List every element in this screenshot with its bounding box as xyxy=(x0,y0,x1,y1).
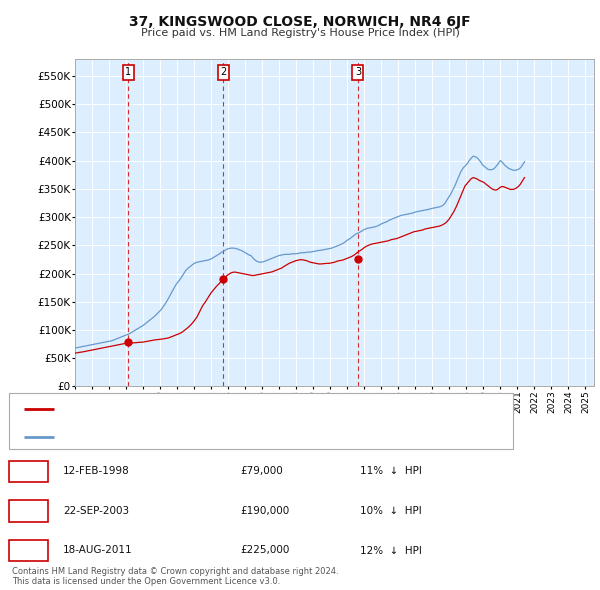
Text: 22-SEP-2003: 22-SEP-2003 xyxy=(63,506,129,516)
Text: 37, KINGSWOOD CLOSE, NORWICH, NR4 6JF: 37, KINGSWOOD CLOSE, NORWICH, NR4 6JF xyxy=(129,15,471,29)
Text: 12%  ↓  HPI: 12% ↓ HPI xyxy=(360,546,422,555)
Text: £225,000: £225,000 xyxy=(240,546,289,555)
Text: 37, KINGSWOOD CLOSE, NORWICH, NR4 6JF (detached house): 37, KINGSWOOD CLOSE, NORWICH, NR4 6JF (d… xyxy=(63,404,373,414)
Text: 3: 3 xyxy=(355,67,361,77)
Text: HPI: Average price, detached house, Norwich: HPI: Average price, detached house, Norw… xyxy=(63,432,288,442)
Text: 2: 2 xyxy=(220,67,227,77)
Text: 1: 1 xyxy=(25,467,32,476)
Text: Price paid vs. HM Land Registry's House Price Index (HPI): Price paid vs. HM Land Registry's House … xyxy=(140,28,460,38)
FancyBboxPatch shape xyxy=(9,500,48,522)
Text: 18-AUG-2011: 18-AUG-2011 xyxy=(63,546,133,555)
FancyBboxPatch shape xyxy=(9,394,513,448)
Text: 10%  ↓  HPI: 10% ↓ HPI xyxy=(360,506,422,516)
Text: 11%  ↓  HPI: 11% ↓ HPI xyxy=(360,467,422,476)
Text: £79,000: £79,000 xyxy=(240,467,283,476)
Text: 1: 1 xyxy=(125,67,131,77)
Text: Contains HM Land Registry data © Crown copyright and database right 2024.
This d: Contains HM Land Registry data © Crown c… xyxy=(12,566,338,586)
Text: £190,000: £190,000 xyxy=(240,506,289,516)
Text: 12-FEB-1998: 12-FEB-1998 xyxy=(63,467,130,476)
Text: 3: 3 xyxy=(25,546,32,555)
Text: 2: 2 xyxy=(25,506,32,516)
FancyBboxPatch shape xyxy=(9,540,48,561)
FancyBboxPatch shape xyxy=(9,461,48,482)
